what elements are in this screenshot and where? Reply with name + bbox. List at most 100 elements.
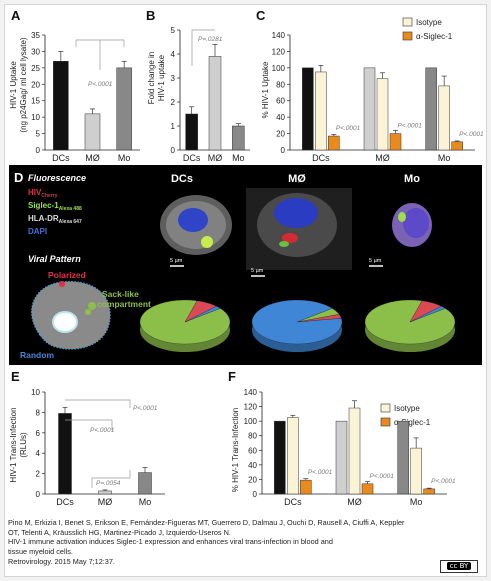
category-label: DCs (52, 153, 70, 163)
bar (376, 78, 389, 151)
bar (302, 67, 314, 151)
citation-title-1: HIV-1 immune activation induces Siglec-1… (8, 537, 333, 547)
bar (300, 479, 312, 495)
y-tick-label: 30 (31, 47, 40, 56)
y-tick-label: 4 (36, 449, 41, 458)
schematic-sack-dot (85, 309, 91, 315)
y-tick-label: 60 (276, 97, 285, 106)
p-value-label: P<.0001 (90, 427, 115, 434)
bar (451, 141, 463, 151)
panel-label-e: E (11, 369, 20, 384)
citation-authors-1: Pino M, Erkizia I, Benet S, Erikson E, F… (8, 518, 405, 527)
panel-a-pvalue: P<.0001 (88, 81, 113, 88)
scale-bar-mphi: 5 µm (251, 268, 264, 274)
category-label: Mo (232, 153, 245, 163)
channel-dapi: DAPI (28, 227, 47, 236)
schematic-sack-dot (88, 302, 96, 310)
p-value-label: P<.0001 (398, 123, 423, 130)
bar (98, 490, 112, 495)
category-label: Mo (410, 497, 423, 507)
pie-charts (139, 299, 456, 352)
p-value-label: P<.0001 (133, 405, 158, 412)
license-badge: cc BY (440, 560, 478, 573)
panel-label-f: F (228, 369, 236, 384)
panel-f-legend-siglec-swatch (380, 417, 391, 427)
y-tick-label: 100 (272, 64, 286, 73)
bar (315, 71, 327, 151)
channel-hiv: HIVCherry (28, 188, 58, 199)
significance-bracket (91, 470, 131, 488)
bar (185, 113, 198, 151)
bar (425, 67, 437, 151)
bar (274, 420, 286, 495)
panel-label-c: C (256, 8, 266, 23)
cell-title-dcs: DCs (171, 173, 193, 185)
panel-c-legend-isotype: Isotype (416, 18, 442, 27)
y-tick-label: 1 (171, 122, 176, 131)
category-label: MØ (98, 497, 113, 507)
bar (53, 61, 69, 151)
bar (410, 447, 422, 495)
p-value-label: P<.0001 (308, 469, 333, 476)
bar (116, 67, 132, 151)
bar (361, 483, 374, 495)
y-tick-label: 120 (272, 47, 286, 56)
pie-slice-sack-like (184, 306, 221, 323)
pattern-random: Random (20, 350, 54, 360)
y-tick-label: 2 (171, 98, 176, 107)
y-tick-label: 8 (36, 408, 41, 417)
category-label: Mo (438, 153, 451, 163)
bar (397, 420, 409, 495)
bar (389, 133, 402, 151)
y-tick-label: 140 (244, 388, 258, 397)
bar (232, 125, 245, 151)
category-label: DCs (56, 497, 74, 507)
fluorescence-title: Fluorescence (28, 173, 86, 183)
category-label: Mo (139, 497, 152, 507)
category-label: DCs (312, 153, 330, 163)
bar (84, 113, 101, 151)
panel-label-a: A (11, 8, 21, 23)
bar (335, 420, 348, 495)
citation-title-2: tissue myeloid cells. (8, 547, 73, 557)
y-tick-label: 60 (248, 446, 257, 455)
y-tick-label: 40 (248, 461, 257, 470)
y-tick-label: 140 (272, 31, 286, 40)
y-tick-label: 0 (171, 146, 176, 155)
y-tick-label: 3 (171, 74, 176, 83)
bar (138, 472, 152, 495)
bar (58, 413, 72, 495)
pattern-sack-like: Sack-like (102, 289, 139, 299)
viral-pattern-title: Viral Pattern (28, 254, 81, 264)
chart-e: 0 2 4 6 8 10 DCs MØ Mo P<.0001 P<.0001 P=.0054 (31, 388, 165, 507)
schematic-polarized-dot (59, 281, 65, 287)
y-tick-label: 0 (36, 490, 41, 499)
y-tick-label: 20 (248, 475, 257, 484)
panel-a-ylabel-1: HIV-1 Uptake (9, 61, 18, 109)
y-tick-label: 120 (244, 403, 258, 412)
y-tick-label: 80 (276, 80, 285, 89)
citation: Pino M, Erkizia I, Benet S, Erikson E, F… (8, 518, 438, 567)
panel-e-ylabel-1: HIV-1 Trans-Infection (9, 407, 18, 482)
schematic-nucleus (52, 311, 78, 333)
chart-c: 0 20 40 60 80 100 120 140 P<.0001 DCs P<.0001 MØ P<.… (272, 31, 484, 163)
pattern-compartment: compartment (97, 299, 151, 309)
channel-siglec: Siglec-1Alexa 488 (28, 201, 82, 212)
citation-authors-2: OT, Telenti A, Kräusslich HG, Martinez-P… (8, 527, 231, 537)
panel-b-pvalue: P=.0281 (198, 36, 223, 43)
panel-label-b: B (146, 8, 155, 23)
y-tick-label: 5 (171, 26, 176, 35)
panel-a-ylabel-2: (ng p24Gag/ ml cell lysate) (19, 37, 28, 132)
panel-f-legend-isotype-swatch (380, 403, 391, 413)
p-value-label: P=.0054 (96, 480, 121, 487)
significance-bracket (191, 29, 215, 66)
bar (348, 407, 361, 495)
chart-b: 0 1 2 3 4 5 DCs MØ Mo (171, 26, 250, 163)
y-tick-label: 15 (31, 97, 40, 106)
channel-hla-dr: HLA-DRAlexa 647 (28, 214, 82, 225)
panel-e-ylabel-2: (RLUs) (19, 432, 28, 458)
category-label: DCs (284, 497, 302, 507)
category-label: MØ (85, 153, 100, 163)
micrograph-mo (392, 203, 432, 247)
